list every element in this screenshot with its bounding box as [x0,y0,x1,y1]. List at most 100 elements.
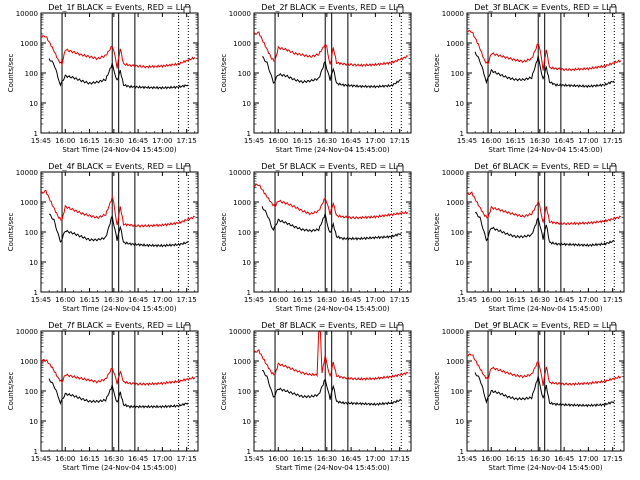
plot-frame [40,330,199,452]
y-axis-label: Counts/sec [220,372,228,411]
y-tick-label: 1000 [446,40,464,48]
y-tick-label: 1000 [233,199,251,207]
x-tick-label: 17:00 [365,455,385,463]
x-tick-label: 16:45 [554,296,574,304]
x-tick-label: 16:45 [128,296,148,304]
panel-title: Det_8f BLACK = Events, RED = LLD [261,321,404,330]
x-tick-label: 16:15 [292,296,312,304]
x-tick-label: 15:45 [457,137,477,145]
x-tick-label: 17:15 [603,455,623,463]
x-axis-label: Start Time (24-Nov-04 15:45:00) [275,464,389,472]
y-tick-label: 10 [29,259,38,267]
plot-frame [253,171,412,293]
x-tick-label: 16:30 [530,455,550,463]
y-tick-label: 10 [29,100,38,108]
y-tick-label: 1000 [233,358,251,366]
corner-box [183,6,191,14]
y-axis-label: Counts/sec [7,54,15,93]
y-tick-label: 100 [25,70,38,78]
panel-title: Det_6f BLACK = Events, RED = LLD [474,162,617,171]
y-tick-label: 10 [455,259,464,267]
x-tick-label: 16:00 [55,455,75,463]
x-tick-label: 16:00 [55,296,75,304]
corner-box [396,165,404,173]
x-tick-label: 15:45 [244,455,264,463]
panel-4: Det_4f BLACK = Events, RED = LLD 1 10 100 10… [7,162,199,313]
series-black [49,213,189,248]
series-black [474,51,615,89]
x-tick-label: 16:15 [79,296,99,304]
y-tick-label: 10000 [16,10,38,18]
series-red [253,330,409,381]
corner-box [396,324,404,332]
x-tick-label: 16:15 [505,455,525,463]
y-tick-label: 10000 [16,169,38,177]
x-tick-label: 16:30 [317,455,337,463]
series-red [40,189,196,228]
x-tick-label: 16:30 [317,137,337,145]
x-tick-label: 15:45 [244,296,264,304]
x-tick-label: 16:30 [104,137,124,145]
x-tick-label: 17:15 [603,296,623,304]
y-tick-label: 10000 [442,10,464,18]
x-tick-label: 16:30 [104,296,124,304]
panel-title: Det_4f BLACK = Events, RED = LLD [48,162,191,171]
series-black [474,372,615,408]
y-axis-label: Counts/sec [433,54,441,93]
y-tick-label: 10000 [229,10,251,18]
y-tick-label: 100 [451,70,464,78]
x-axis-label: Start Time (24-Nov-04 15:45:00) [275,305,389,313]
x-tick-label: 15:45 [31,296,51,304]
corner-box [396,6,404,14]
panel-2: Det_2f BLACK = Events, RED = LLD 1 10 100 10… [220,3,412,154]
series-red [253,31,409,68]
x-tick-label: 15:45 [31,137,51,145]
y-tick-label: 1 [247,289,251,297]
series-black [262,56,402,89]
corner-box [609,324,617,332]
y-axis-label: Counts/sec [433,372,441,411]
x-axis-label: Start Time (24-Nov-04 15:45:00) [62,305,176,313]
y-tick-label: 100 [238,229,251,237]
y-axis-label: Counts/sec [220,213,228,252]
y-tick-label: 10000 [229,328,251,336]
y-tick-label: 1000 [233,40,251,48]
panel-title: Det_2f BLACK = Events, RED = LLD [261,3,404,12]
x-tick-label: 16:45 [554,455,574,463]
x-tick-label: 17:00 [578,137,598,145]
plot-frame [253,330,412,452]
y-tick-label: 1 [247,130,251,138]
x-tick-label: 16:00 [268,455,288,463]
x-tick-label: 16:45 [341,137,361,145]
x-axis-label: Start Time (24-Nov-04 15:45:00) [488,464,602,472]
y-axis-label: Counts/sec [7,372,15,411]
y-tick-label: 10 [455,418,464,426]
x-axis-label: Start Time (24-Nov-04 15:45:00) [62,146,176,154]
series-red [466,353,622,386]
y-tick-label: 1000 [446,358,464,366]
panel-title: Det_5f BLACK = Events, RED = LLD [261,162,404,171]
x-tick-label: 17:15 [177,296,197,304]
y-tick-label: 10000 [229,169,251,177]
x-tick-label: 17:15 [390,296,410,304]
y-tick-label: 10 [242,100,251,108]
x-tick-label: 17:00 [365,137,385,145]
x-tick-label: 15:45 [457,296,477,304]
x-tick-label: 16:00 [268,296,288,304]
y-tick-label: 100 [238,388,251,396]
x-tick-label: 17:15 [177,455,197,463]
y-tick-label: 1 [34,448,38,456]
x-tick-label: 16:00 [481,296,501,304]
series-red [253,183,409,220]
corner-box [609,165,617,173]
panel-title: Det_1f BLACK = Events, RED = LLD [48,3,191,12]
series-black [48,378,189,409]
x-tick-label: 15:45 [457,455,477,463]
panel-6: Det_6f BLACK = Events, RED = LLD 1 10 100 10… [433,162,625,313]
x-tick-label: 16:00 [55,137,75,145]
series-black [48,58,189,90]
x-tick-label: 16:15 [79,137,99,145]
y-tick-label: 1000 [20,40,38,48]
x-tick-label: 17:00 [152,137,172,145]
